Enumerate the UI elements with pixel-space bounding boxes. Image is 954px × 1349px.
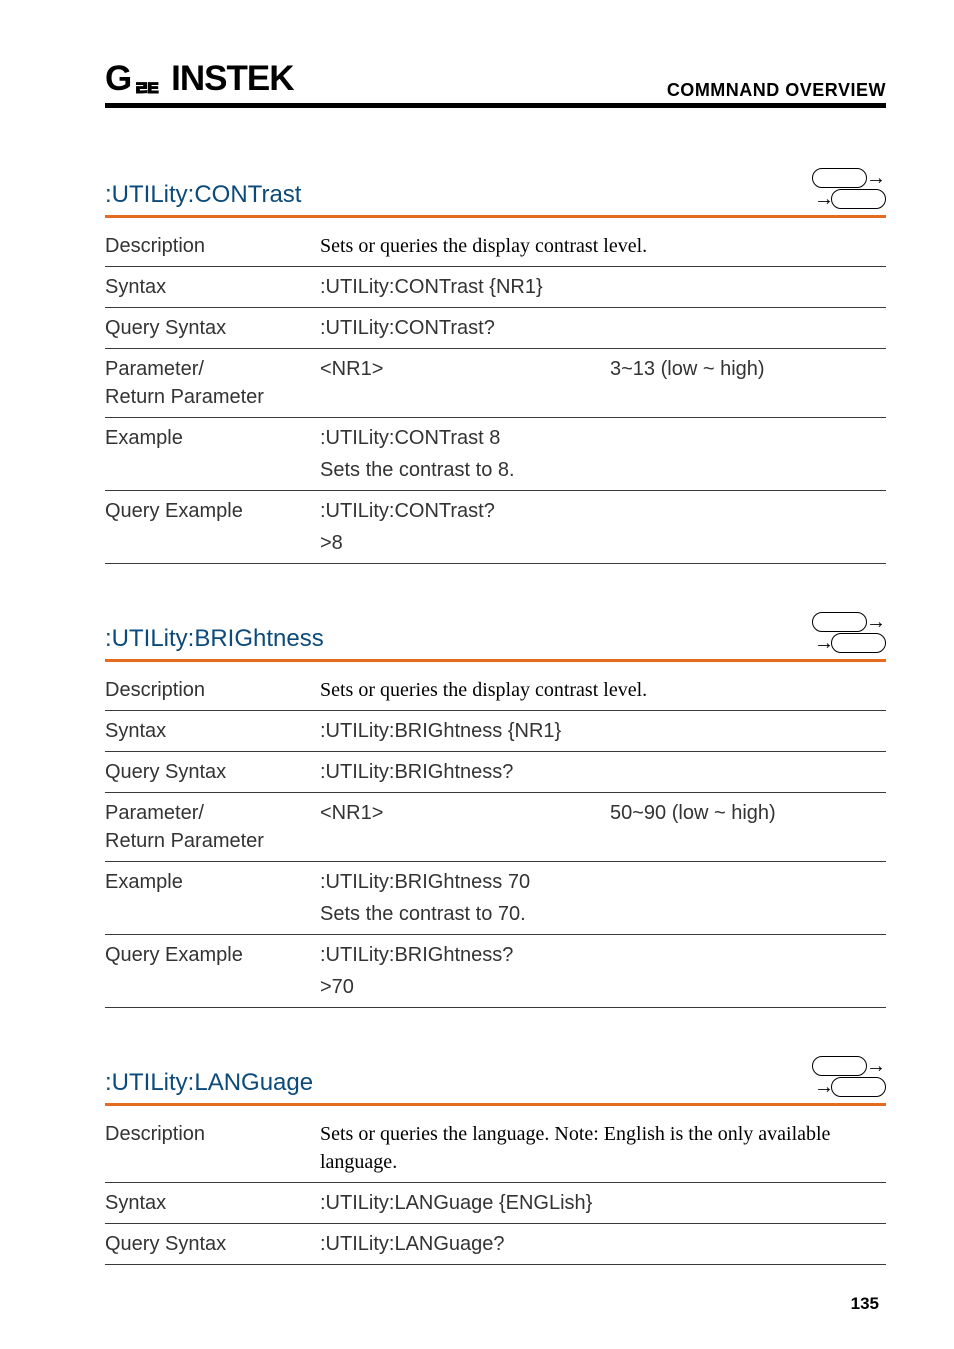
section-header: :UTILity:CONTrast → → (105, 168, 886, 218)
row-content: :UTILity:LANGuage {ENGLish} (320, 1183, 886, 1224)
row-label: Description (105, 226, 320, 267)
row-label: Query Example (105, 491, 320, 564)
table-row: Parameter/ Return Parameter <NR1> 50~90 … (105, 793, 886, 862)
table-row: Description Sets or queries the display … (105, 226, 886, 267)
table-row: Description Sets or queries the language… (105, 1114, 886, 1183)
page-header: Gᆴ INSTEK COMMNAND OVERVIEW (105, 50, 886, 108)
row-content: :UTILity:CONTrast {NR1} (320, 267, 886, 308)
row-content-line2: >8 (320, 529, 886, 557)
row-content: :UTILity:LANGuage? (320, 1224, 886, 1265)
page-header-title: COMMNAND OVERVIEW (667, 80, 886, 101)
row-label: Query Example (105, 935, 320, 1008)
arrow-icon: → (866, 612, 886, 632)
arrow-icon: → (866, 168, 886, 188)
row-content-line1: :UTILity:CONTrast 8 (320, 427, 500, 449)
table-row: Description Sets or queries the display … (105, 670, 886, 711)
row-label: Syntax (105, 267, 320, 308)
oval-icon (831, 1077, 886, 1097)
table-row: Example :UTILity:BRIGhtness 70 Sets the … (105, 862, 886, 935)
section-contrast: :UTILity:CONTrast → → Description Sets o… (105, 168, 886, 564)
row-label: Example (105, 862, 320, 935)
param-name: <NR1> (320, 793, 610, 862)
row-content: :UTILity:BRIGhtness {NR1} (320, 711, 886, 752)
row-label: Description (105, 1114, 320, 1183)
row-content-line2: Sets the contrast to 8. (320, 456, 886, 484)
row-content: :UTILity:BRIGhtness 70 Sets the contrast… (320, 862, 886, 935)
table-row: Syntax :UTILity:LANGuage {ENGLish} (105, 1183, 886, 1224)
row-label: Query Syntax (105, 752, 320, 793)
set-icon: → (812, 612, 886, 632)
set-query-icon: → → (812, 168, 886, 209)
table-row: Query Syntax :UTILity:LANGuage? (105, 1224, 886, 1265)
row-label: Syntax (105, 711, 320, 752)
set-query-icon: → → (812, 612, 886, 653)
oval-icon (831, 633, 886, 653)
command-table: Description Sets or queries the display … (105, 670, 886, 1008)
oval-icon (831, 189, 886, 209)
param-name: <NR1> (320, 349, 610, 418)
row-content-line1: :UTILity:CONTrast? (320, 500, 495, 522)
set-icon: → (812, 1056, 886, 1076)
table-row: Query Example :UTILity:CONTrast? >8 (105, 491, 886, 564)
row-content: Sets or queries the language. Note: Engl… (320, 1114, 886, 1183)
row-label: Example (105, 418, 320, 491)
section-header: :UTILity:LANGuage → → (105, 1056, 886, 1106)
section-title: :UTILity:LANGuage (105, 1069, 313, 1097)
table-row: Query Syntax :UTILity:CONTrast? (105, 308, 886, 349)
row-content: :UTILity:CONTrast? (320, 308, 886, 349)
row-label: Description (105, 670, 320, 711)
row-content-line1: :UTILity:BRIGhtness? (320, 944, 513, 966)
row-content: :UTILity:BRIGhtness? >70 (320, 935, 886, 1008)
row-label: Query Syntax (105, 308, 320, 349)
table-row: Syntax :UTILity:BRIGhtness {NR1} (105, 711, 886, 752)
row-label: Query Syntax (105, 1224, 320, 1265)
page-number: 135 (851, 1294, 879, 1314)
query-icon: → (814, 189, 886, 209)
row-content-line2: Sets the contrast to 70. (320, 900, 886, 928)
row-label: Parameter/ Return Parameter (105, 349, 320, 418)
command-table: Description Sets or queries the language… (105, 1114, 886, 1265)
oval-icon (812, 612, 867, 632)
row-label: Parameter/ Return Parameter (105, 793, 320, 862)
section-header: :UTILity:BRIGhtness → → (105, 612, 886, 662)
param-range: 50~90 (low ~ high) (610, 793, 886, 862)
command-table: Description Sets or queries the display … (105, 226, 886, 564)
table-row: Query Syntax :UTILity:BRIGhtness? (105, 752, 886, 793)
section-title: :UTILity:CONTrast (105, 181, 301, 209)
row-content: Sets or queries the display contrast lev… (320, 226, 886, 267)
oval-icon (812, 168, 867, 188)
row-content: :UTILity:CONTrast? >8 (320, 491, 886, 564)
row-content: :UTILity:BRIGhtness? (320, 752, 886, 793)
arrow-icon: → (866, 1056, 886, 1076)
table-row: Example :UTILity:CONTrast 8 Sets the con… (105, 418, 886, 491)
table-row: Query Example :UTILity:BRIGhtness? >70 (105, 935, 886, 1008)
query-icon: → (814, 633, 886, 653)
row-content-line1: :UTILity:BRIGhtness 70 (320, 871, 530, 893)
oval-icon (812, 1056, 867, 1076)
section-language: :UTILity:LANGuage → → Description Sets o… (105, 1056, 886, 1265)
row-content: :UTILity:CONTrast 8 Sets the contrast to… (320, 418, 886, 491)
set-query-icon: → → (812, 1056, 886, 1097)
row-content: Sets or queries the display contrast lev… (320, 670, 886, 711)
set-icon: → (812, 168, 886, 188)
section-title: :UTILity:BRIGhtness (105, 625, 324, 653)
param-range: 3~13 (low ~ high) (610, 349, 886, 418)
table-row: Syntax :UTILity:CONTrast {NR1} (105, 267, 886, 308)
section-brightness: :UTILity:BRIGhtness → → Description Sets… (105, 612, 886, 1008)
brand-logo: Gᆴ INSTEK (105, 50, 294, 101)
row-content-line2: >70 (320, 973, 886, 1001)
query-icon: → (814, 1077, 886, 1097)
row-label: Syntax (105, 1183, 320, 1224)
table-row: Parameter/ Return Parameter <NR1> 3~13 (… (105, 349, 886, 418)
